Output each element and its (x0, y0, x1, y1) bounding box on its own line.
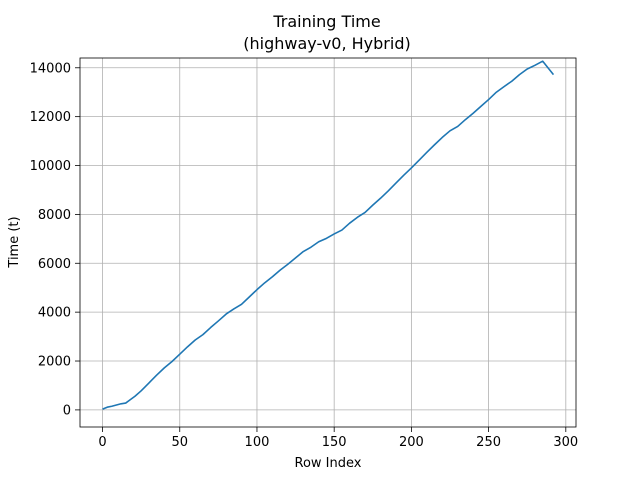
y-tick-label: 0 (63, 403, 71, 418)
x-tick-label: 0 (98, 435, 106, 450)
series-layer (102, 60, 555, 410)
plot-area-frame (79, 57, 577, 428)
chart-title-line-1: Training Time (272, 12, 380, 31)
grid-lines (80, 58, 576, 427)
y-tick-label: 4000 (38, 306, 71, 321)
y-tick-label: 14000 (30, 61, 71, 76)
x-tick-label: 300 (553, 435, 578, 450)
chart-title: Training Time (highway-v0, Hybrid) (243, 12, 410, 53)
x-tick-label: 200 (399, 435, 424, 450)
x-tick-label: 250 (476, 435, 501, 450)
y-tick-label: 12000 (30, 110, 71, 125)
y-tick-label: 2000 (38, 355, 71, 370)
y-tick-label: 10000 (30, 159, 71, 174)
y-tick-label: 6000 (38, 257, 71, 272)
x-axis-label: Row Index (295, 456, 362, 471)
y-tick-label: 8000 (38, 208, 71, 223)
x-axis-ticks: 0 50 100 150 200 250 300 (98, 427, 578, 450)
y-axis-ticks: 0 2000 4000 6000 8000 10000 12000 14000 (30, 61, 80, 418)
x-tick-label: 100 (245, 435, 270, 450)
y-axis-label: Time (t) (7, 216, 22, 268)
series-line (102, 60, 555, 410)
x-tick-label: 150 (322, 435, 347, 450)
x-tick-label: 50 (171, 435, 188, 450)
chart-title-line-2: (highway-v0, Hybrid) (243, 34, 410, 53)
